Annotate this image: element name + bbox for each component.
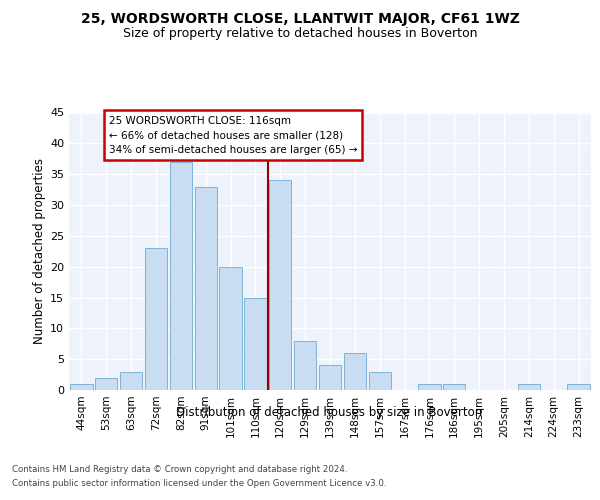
Y-axis label: Number of detached properties: Number of detached properties <box>33 158 46 344</box>
Text: Contains HM Land Registry data © Crown copyright and database right 2024.: Contains HM Land Registry data © Crown c… <box>12 464 347 473</box>
Bar <box>344 353 366 390</box>
Bar <box>70 384 92 390</box>
Text: Distribution of detached houses by size in Boverton: Distribution of detached houses by size … <box>176 406 482 419</box>
Bar <box>518 384 540 390</box>
Bar <box>319 366 341 390</box>
Bar <box>368 372 391 390</box>
Bar <box>418 384 440 390</box>
Bar <box>145 248 167 390</box>
Text: Contains public sector information licensed under the Open Government Licence v3: Contains public sector information licen… <box>12 480 386 488</box>
Bar <box>95 378 118 390</box>
Bar <box>120 372 142 390</box>
Bar <box>170 162 192 390</box>
Bar <box>294 340 316 390</box>
Bar <box>194 186 217 390</box>
Bar <box>244 298 266 390</box>
Bar <box>443 384 466 390</box>
Bar <box>220 266 242 390</box>
Text: Size of property relative to detached houses in Boverton: Size of property relative to detached ho… <box>123 28 477 40</box>
Bar <box>568 384 590 390</box>
Text: 25, WORDSWORTH CLOSE, LLANTWIT MAJOR, CF61 1WZ: 25, WORDSWORTH CLOSE, LLANTWIT MAJOR, CF… <box>80 12 520 26</box>
Text: 25 WORDSWORTH CLOSE: 116sqm
← 66% of detached houses are smaller (128)
34% of se: 25 WORDSWORTH CLOSE: 116sqm ← 66% of det… <box>109 116 357 155</box>
Bar <box>269 180 292 390</box>
